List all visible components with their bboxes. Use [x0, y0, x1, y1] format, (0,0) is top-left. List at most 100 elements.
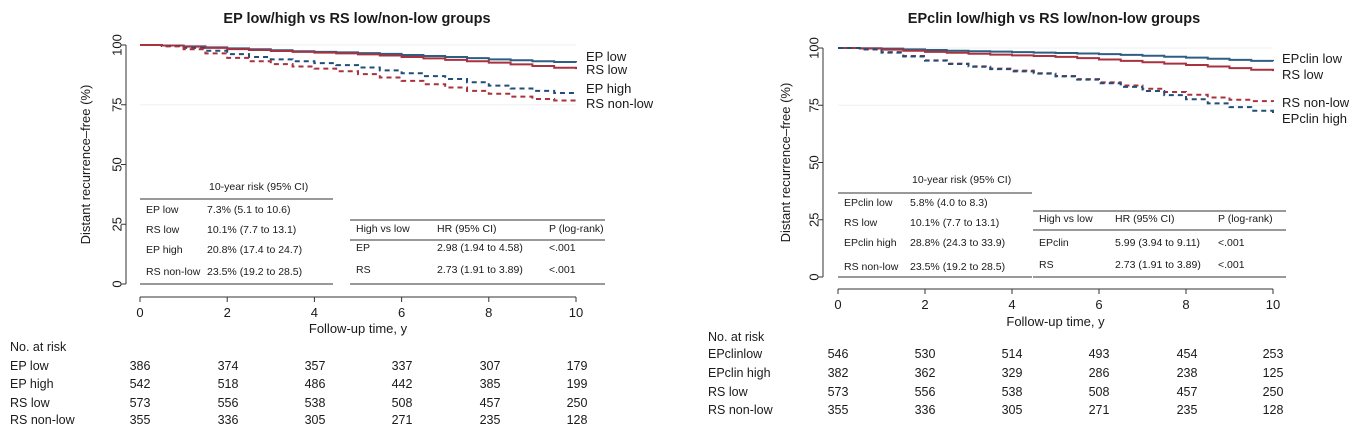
risk-table-group: EP high	[146, 244, 183, 256]
at-risk-value: 573	[828, 385, 849, 399]
x-tick-label: 8	[485, 305, 492, 320]
x-tick-label: 2	[921, 297, 928, 312]
at-risk-value: 357	[305, 359, 326, 373]
series-line	[140, 44, 577, 102]
hr-table-header: HR (95% CI)	[1115, 213, 1175, 225]
series-label: EP low	[586, 49, 627, 64]
hr-table-header: High vs low	[1039, 213, 1093, 225]
hr-table-header: P (log-rank)	[549, 223, 604, 235]
chart-title: EPclin low/high vs RS low/non-low groups	[908, 11, 1200, 27]
x-axis-label: Follow-up time, y	[1006, 314, 1105, 329]
at-risk-value: 457	[480, 396, 501, 410]
at-risk-value: 454	[1177, 347, 1198, 361]
y-tick-label: 75	[807, 98, 822, 112]
y-tick-label: 50	[807, 155, 822, 169]
at-risk-value: 382	[828, 366, 849, 380]
at-risk-value: 442	[392, 377, 413, 391]
at-risk-value: 128	[1263, 403, 1284, 417]
series-line	[838, 47, 1274, 114]
hr-table-cell: 2.73 (1.91 to 3.89)	[1115, 259, 1201, 271]
hr-table-cell: RS	[356, 264, 371, 276]
risk-table-value: 10.1% (7.7 to 13.1)	[910, 217, 999, 229]
at-risk-group: EPclinlow	[708, 347, 763, 361]
at-risk-value: 250	[567, 396, 588, 410]
y-tick-label: 75	[110, 98, 125, 112]
risk-table-group: RS non-low	[844, 261, 899, 273]
y-tick-label: 100	[807, 37, 822, 59]
series-label: EPclin high	[1282, 111, 1347, 126]
at-risk-group: EP low	[10, 359, 50, 373]
risk-table-value: 23.5% (19.2 to 28.5)	[207, 266, 302, 278]
x-tick-label: 6	[1095, 297, 1102, 312]
at-risk-value: 518	[218, 377, 239, 391]
series-line	[140, 44, 577, 95]
km-panel-1: EP low/high vs RS low/non-low groups 0 25 5…	[10, 11, 654, 427]
y-tick-label: 100	[110, 34, 125, 56]
at-risk-value: 546	[828, 347, 849, 361]
at-risk-value: 271	[392, 413, 413, 427]
at-risk-value: 542	[130, 377, 151, 391]
risk-table-group: EPclin low	[844, 197, 893, 209]
at-risk-group: RS low	[10, 396, 51, 410]
at-risk-value: 329	[1002, 366, 1023, 380]
at-risk-value: 508	[392, 396, 413, 410]
x-tick-label: 0	[136, 305, 143, 320]
at-risk-value: 336	[915, 403, 936, 417]
at-risk-group: EPclin high	[708, 366, 771, 380]
at-risk-value: 305	[1002, 403, 1023, 417]
at-risk-value: 556	[218, 396, 239, 410]
hr-table-header: High vs low	[356, 223, 410, 235]
at-risk-value: 386	[130, 359, 151, 373]
y-tick-label: 25	[807, 213, 822, 227]
at-risk-value: 253	[1263, 347, 1284, 361]
at-risk-group: RS non-low	[10, 413, 76, 427]
y-tick-label: 25	[110, 217, 125, 231]
y-tick-label: 0	[807, 273, 822, 280]
hr-table-cell: 5.99 (3.94 to 9.11)	[1115, 237, 1200, 249]
risk-table-group: EP low	[146, 204, 179, 216]
series-label: RS low	[586, 62, 628, 77]
at-risk-value: 508	[1089, 385, 1110, 399]
at-risk-value: 179	[567, 359, 588, 373]
x-tick-label: 10	[1266, 297, 1280, 312]
at-risk-value: 538	[305, 396, 326, 410]
hr-table-cell: 2.98 (1.94 to 4.58)	[437, 242, 523, 254]
hr-table-cell: EPclin	[1039, 237, 1069, 249]
chart-title: EP low/high vs RS low/non-low groups	[223, 11, 490, 27]
hr-table-cell: <.001	[549, 242, 576, 254]
x-tick-label: 6	[398, 305, 405, 320]
series-line	[140, 44, 577, 70]
at-risk-group: RS non-low	[708, 403, 774, 417]
series-label: RS non-low	[586, 96, 654, 111]
x-axis-label: Follow-up time, y	[309, 321, 408, 336]
hr-table-header: HR (95% CI)	[437, 223, 497, 235]
risk-table-value: 28.8% (24.3 to 33.9)	[910, 237, 1005, 249]
at-risk-value: 493	[1089, 347, 1110, 361]
at-risk-value: 235	[1177, 403, 1198, 417]
y-axis-label: Distant recurrence–free (%)	[778, 83, 793, 243]
hr-table-cell: EP	[356, 242, 370, 254]
hr-table-cell: <.001	[1218, 259, 1245, 271]
at-risk-value: 573	[130, 396, 151, 410]
risk-table-value: 10.1% (7.7 to 13.1)	[207, 224, 296, 236]
at-risk-value: 385	[480, 377, 501, 391]
km-panel-2: EPclin low/high vs RS low/non-low groups…	[708, 11, 1350, 417]
at-risk-value: 530	[915, 347, 936, 361]
x-tick-label: 10	[569, 305, 583, 320]
at-risk-value: 238	[1177, 366, 1198, 380]
y-tick-label: 50	[110, 157, 125, 171]
risk-table-value: 23.5% (19.2 to 28.5)	[910, 261, 1005, 273]
series-label: RS low	[1282, 67, 1324, 82]
hr-table-cell: <.001	[549, 264, 576, 276]
x-tick-label: 0	[834, 297, 841, 312]
risk-table-header: 10-year risk (95% CI)	[209, 181, 308, 193]
y-axis-label: Distant recurrence–free (%)	[78, 85, 93, 245]
risk-table-value: 20.8% (17.4 to 24.7)	[207, 244, 302, 256]
at-risk-value: 250	[1263, 385, 1284, 399]
risk-table-value: 5.8% (4.0 to 8.3)	[910, 197, 988, 209]
at-risk-value: 128	[567, 413, 588, 427]
at-risk-group: RS low	[708, 385, 749, 399]
x-tick-label: 8	[1182, 297, 1189, 312]
at-risk-group: EP high	[10, 377, 54, 391]
